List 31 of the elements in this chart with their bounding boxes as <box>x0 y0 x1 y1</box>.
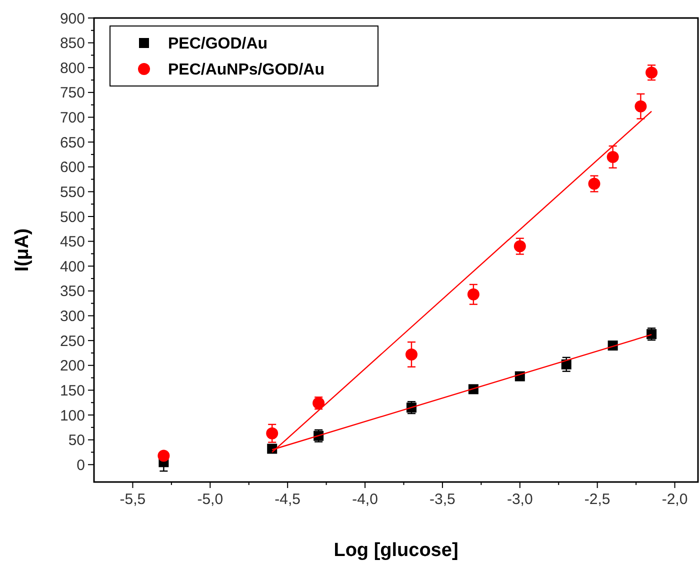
y-tick-label: 650 <box>60 134 85 152</box>
x-tick-label: -5,5 <box>120 491 146 508</box>
y-tick-label: 500 <box>60 208 85 226</box>
x-tick-label: -2,5 <box>584 491 610 508</box>
y-tick-label: 800 <box>60 60 85 77</box>
y-tick-label: 600 <box>60 159 85 176</box>
x-tick-label: -4,0 <box>352 491 378 508</box>
y-tick-label: 400 <box>60 258 85 276</box>
y-tick-label: 300 <box>60 308 85 326</box>
y-tick-label: 350 <box>60 283 85 300</box>
y-tick-label: 850 <box>60 35 85 52</box>
y-tick-label: 450 <box>60 234 85 251</box>
y-tick-label: 900 <box>60 10 85 28</box>
y-tick-label: 550 <box>60 184 85 201</box>
y-tick-label: 50 <box>68 432 85 450</box>
y-tick-label: 150 <box>60 382 85 400</box>
y-tick-label: 0 <box>76 456 85 474</box>
x-axis-title: Log [glucose] <box>334 540 458 561</box>
x-tick-label: -3,5 <box>430 491 456 508</box>
y-tick-label: 200 <box>60 358 85 375</box>
y-tick-label: 250 <box>60 332 85 350</box>
x-tick-label: -2,0 <box>662 491 688 508</box>
y-tick-label: 700 <box>60 110 85 126</box>
legend-label: PEC/AuNPs/GOD/Au <box>168 62 324 79</box>
legend-label: PEC/GOD/Au <box>168 36 268 53</box>
y-tick-label: 750 <box>60 84 85 102</box>
y-tick-label: 100 <box>60 407 85 424</box>
x-tick-label: -4,5 <box>274 491 301 508</box>
y-axis-title: I(μA) <box>12 228 33 272</box>
x-tick-label: -5,0 <box>197 491 224 508</box>
x-tick-label: -3,0 <box>506 491 533 508</box>
